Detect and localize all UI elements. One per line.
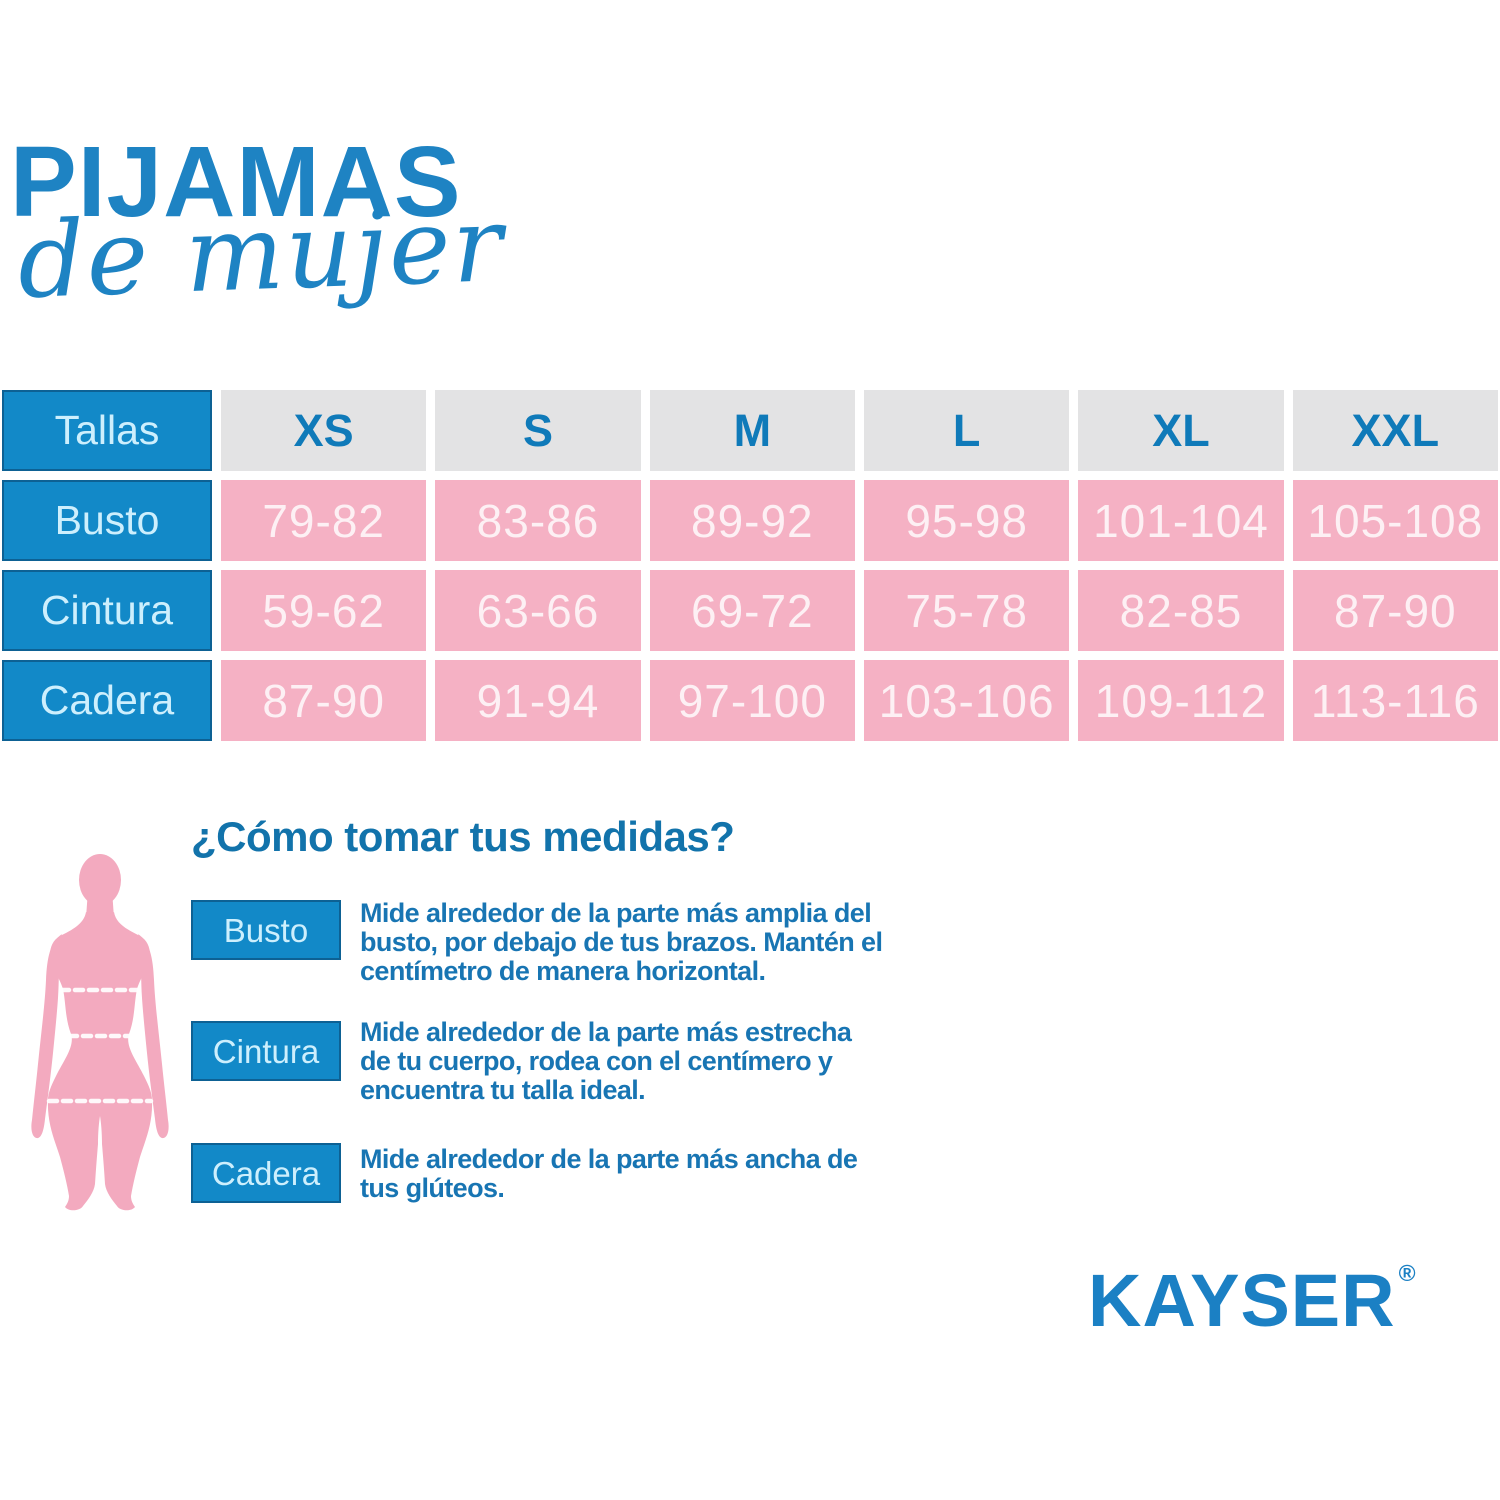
cintura-value-xl: 82-85 (1078, 570, 1284, 651)
busto-description: Mide alrededor de la parte más amplia de… (360, 899, 1000, 986)
cadera-description-line: Mide alrededor de la parte más ancha de (360, 1144, 858, 1174)
cintura-value-xs: 59-62 (221, 570, 427, 651)
table-corner-cell: Tallas (2, 390, 212, 471)
brand-logo: KAYSER ® (1088, 1262, 1416, 1338)
brand-name: KAYSER (1088, 1259, 1396, 1342)
cintura-label-chip: Cintura (191, 1021, 341, 1081)
cintura-value-m: 69-72 (649, 570, 855, 651)
cadera-label-chip: Cadera (191, 1143, 341, 1203)
size-table: Tallas XS S M L XL XXL Busto 79-82 83-86… (2, 390, 1498, 741)
busto-value-l: 95-98 (863, 480, 1070, 561)
size-header-xs: XS (221, 390, 427, 471)
cintura-value-l: 75-78 (863, 570, 1070, 651)
busto-description-line: Mide alrededor de la parte más amplia de… (360, 898, 872, 928)
cadera-value-s: 91-94 (435, 660, 641, 741)
size-header-s: S (435, 390, 641, 471)
cintura-description-line: encuentra tu talla ideal. (360, 1075, 646, 1105)
size-header-l: L (863, 390, 1070, 471)
cadera-description-line: tus glúteos. (360, 1173, 505, 1203)
registered-trademark-symbol: ® (1398, 1260, 1417, 1286)
row-label-cintura: Cintura (2, 570, 212, 651)
busto-value-m: 89-92 (649, 480, 855, 561)
cadera-value-l: 103-106 (863, 660, 1070, 741)
busto-value-xxl: 105-108 (1292, 480, 1498, 561)
row-label-busto: Busto (2, 480, 212, 561)
size-header-xl: XL (1078, 390, 1284, 471)
cintura-description-line: Mide alrededor de la parte más estrecha (360, 1017, 852, 1047)
busto-description-line: busto, por debajo de tus brazos. Mantén … (360, 927, 883, 957)
cadera-value-m: 97-100 (649, 660, 855, 741)
cadera-value-xxl: 113-116 (1292, 660, 1498, 741)
page-title: PIJAMAS (10, 126, 462, 238)
size-header-xxl: XXL (1292, 390, 1498, 471)
size-header-m: M (649, 390, 855, 471)
cintura-description: Mide alrededor de la parte más estrecha … (360, 1018, 1000, 1105)
female-body-silhouette-icon (31, 854, 169, 1211)
cadera-value-xl: 109-112 (1078, 660, 1284, 741)
cadera-value-xs: 87-90 (221, 660, 427, 741)
busto-description-line: centímetro de manera horizontal. (360, 956, 766, 986)
busto-value-xl: 101-104 (1078, 480, 1284, 561)
busto-label-chip: Busto (191, 900, 341, 960)
busto-value-s: 83-86 (435, 480, 641, 561)
cintura-value-xxl: 87-90 (1292, 570, 1498, 651)
cintura-value-s: 63-66 (435, 570, 641, 651)
cadera-description: Mide alrededor de la parte más ancha de … (360, 1145, 1000, 1203)
cintura-description-line: de tu cuerpo, rodea con el centímero y (360, 1046, 833, 1076)
page-subtitle: de mujer (15, 183, 507, 322)
row-label-cadera: Cadera (2, 660, 212, 741)
measures-heading: ¿Cómo tomar tus medidas? (191, 813, 735, 860)
busto-value-xs: 79-82 (221, 480, 427, 561)
